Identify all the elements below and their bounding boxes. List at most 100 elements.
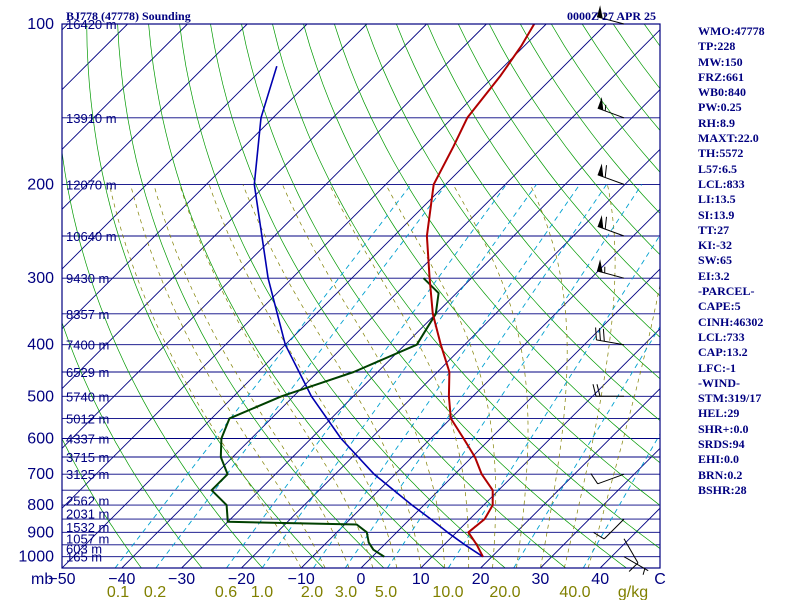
height-label: 5740 m — [66, 389, 109, 404]
height-label: 1057 m — [66, 532, 109, 547]
moist-adiabat-line — [242, 184, 422, 568]
index-line: TP:228 — [698, 39, 736, 54]
dry-adiabat-line — [179, 24, 506, 568]
index-line: LCL:733 — [698, 329, 745, 344]
index-line: KI:-32 — [698, 238, 732, 253]
height-label: 4337 m — [66, 432, 109, 447]
temperature-unit-label: C — [654, 571, 666, 588]
height-label: 10640 m — [66, 229, 117, 244]
pressure-tick-label: 1000 — [18, 549, 54, 566]
height-label: 6529 m — [66, 365, 109, 380]
pressure-tick-label: 900 — [27, 524, 54, 541]
mixing-ratio-tick-label: 1.0 — [251, 584, 273, 600]
wind-barb-staff — [623, 538, 639, 564]
mixing-ratio-line — [226, 184, 507, 568]
mixing-ratio-line — [261, 184, 537, 568]
moist-adiabat-line — [179, 184, 374, 568]
temperature-tick-label: 0 — [357, 571, 366, 588]
index-line: L57:6.5 — [698, 161, 737, 176]
dry-adiabat-line — [396, 24, 660, 380]
temperature-tick-label: 30 — [532, 571, 550, 588]
index-line: -WIND- — [698, 375, 740, 390]
index-line: TT:27 — [698, 222, 730, 237]
dry-adiabat-line — [148, 24, 445, 568]
temperature-tick-label: −40 — [108, 571, 135, 588]
isotherm-line — [62, 24, 607, 568]
isotherm-line — [62, 24, 308, 270]
index-line: EI:3.2 — [698, 268, 730, 283]
wind-barbs-layer — [590, 5, 649, 575]
temperature-tick-label: −20 — [228, 571, 255, 588]
index-line: BRN:0.2 — [698, 467, 743, 482]
indices-panel: WMO:47778 TP:228 MW:150 FRZ:661 WB0:840 PW:0.… — [698, 24, 798, 498]
index-line: WMO:47778 — [698, 24, 765, 38]
height-label: 5012 m — [66, 411, 109, 426]
wind-barb-feather — [592, 384, 597, 397]
isotherm-line — [360, 268, 660, 568]
wind-barb — [597, 215, 625, 237]
isotherm-line — [540, 447, 660, 568]
temperature-tick-label: 20 — [472, 571, 490, 588]
moist-adiabat-line — [208, 184, 398, 568]
dry-adiabat-line — [272, 24, 660, 549]
mixing-ratio-line — [447, 234, 660, 568]
wind-barb-pennant — [597, 97, 604, 111]
index-line: MAXT:22.0 — [698, 131, 759, 146]
temperature-tick-label: −50 — [48, 571, 75, 588]
height-label: 12070 m — [66, 177, 117, 192]
wind-barb — [590, 473, 625, 485]
isotherm-line — [62, 24, 128, 91]
mixing-ratio-tick-label: 5.0 — [375, 584, 397, 600]
index-line: LI:13.5 — [698, 192, 736, 207]
temperature-trace — [425, 24, 536, 558]
mixing-ratio-tick-label: 0.1 — [107, 584, 129, 600]
height-label: 9430 m — [66, 271, 109, 286]
isotherm-line — [181, 88, 660, 568]
mixing-ratio-line — [582, 433, 660, 568]
mixing-ratio-tick-label: 10.0 — [432, 584, 463, 600]
index-line: FRZ:661 — [698, 69, 744, 84]
height-label: 603 m — [66, 542, 102, 557]
height-label: 3715 m — [66, 450, 109, 465]
mixing-ratio-tick-label: 2.0 — [301, 584, 323, 600]
dry-adiabat-line — [488, 24, 660, 256]
height-label: 1532 m — [66, 520, 109, 535]
wind-barb-feather — [604, 216, 607, 230]
isotherm-line — [62, 24, 427, 390]
dry-adiabat-line — [62, 149, 263, 568]
parcel-trace — [253, 65, 484, 558]
wind-barb — [623, 556, 649, 575]
index-line: LFC:-1 — [698, 360, 736, 375]
index-line: LCL:833 — [698, 176, 745, 191]
isotherm-line — [62, 24, 547, 509]
mixing-ratio-line — [387, 184, 643, 568]
index-line: CAPE:5 — [698, 299, 741, 314]
moist-adiabat-line — [385, 184, 497, 568]
moist-adiabat-line — [329, 184, 470, 568]
index-line: TH:5572 — [698, 146, 744, 161]
wind-barb — [623, 538, 639, 572]
index-line: -PARCEL- — [698, 284, 755, 299]
wind-barb-half-feather — [604, 104, 607, 112]
isotherm-line — [420, 328, 660, 568]
isotherm-line — [480, 387, 660, 568]
wind-barb — [593, 518, 625, 540]
moist-adiabat-line — [282, 184, 446, 568]
moist-adiabat-line — [452, 184, 529, 568]
isotherm-line — [62, 24, 69, 31]
wind-barb-feather — [590, 473, 599, 485]
pressure-tick-label: 700 — [27, 466, 54, 483]
temperature-tick-label: 10 — [412, 571, 430, 588]
temperature-tick-label: 40 — [591, 571, 609, 588]
profiles-layer — [210, 24, 536, 558]
wind-barb — [595, 327, 625, 346]
index-line: CINH:46302 — [698, 314, 764, 329]
isotherm-line — [62, 24, 368, 330]
index-line: SW:65 — [698, 253, 733, 268]
valid-time: 0000Z 27 APR 25 — [567, 9, 656, 23]
isotherm-line — [0, 24, 8, 568]
index-line: HEL:29 — [698, 406, 740, 421]
station-title: BJ778 (47778) Sounding — [66, 9, 191, 23]
pressure-tick-label: 800 — [27, 497, 54, 514]
